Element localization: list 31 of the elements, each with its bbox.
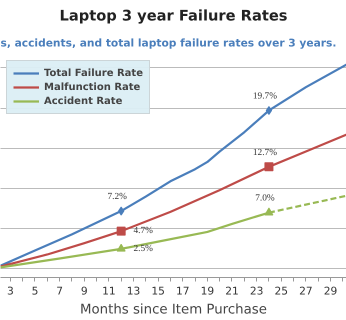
x-tick-label: 9 (80, 284, 88, 298)
chart-subtitle: s, accidents, and total laptop failure rates over 3 years. (0, 36, 336, 50)
x-tick-label: 15 (151, 284, 165, 298)
data-label: 4.7% (133, 226, 154, 236)
x-tick-label: 27 (299, 284, 313, 298)
data-label: 12.7% (252, 148, 278, 158)
x-tick-label: 5 (32, 284, 38, 298)
point (264, 162, 274, 172)
x-tick-label: 3 (6, 284, 14, 298)
data-label: 7.2% (107, 192, 128, 202)
point (116, 244, 126, 252)
x-tick-label: 13 (126, 284, 140, 298)
point (266, 106, 272, 115)
x-tick-label: 25 (274, 284, 288, 298)
data-label: 2.5% (133, 244, 154, 254)
x-tick-label: 21 (225, 284, 239, 298)
legend-label: Malfunction Rate (44, 81, 140, 93)
data-label: 7.0% (255, 194, 275, 204)
point (264, 208, 274, 216)
data-label: 19.7% (252, 91, 278, 102)
legend-label: Total Failure Rate (44, 67, 143, 79)
x-axis-title: Months since Item Purchase (80, 302, 267, 318)
x-tick-label: 23 (250, 284, 264, 298)
x-tick-label: 11 (102, 284, 116, 298)
x-tick-label: 19 (200, 284, 214, 298)
x-tick-label: 29 (324, 284, 338, 298)
legend-label: Accident Rate (44, 95, 122, 107)
x-tick-label: 17 (176, 284, 190, 298)
point (116, 226, 126, 236)
x-tick-label: 7 (56, 284, 63, 298)
chart-title: Laptop 3 year Failure Rates (59, 8, 288, 24)
